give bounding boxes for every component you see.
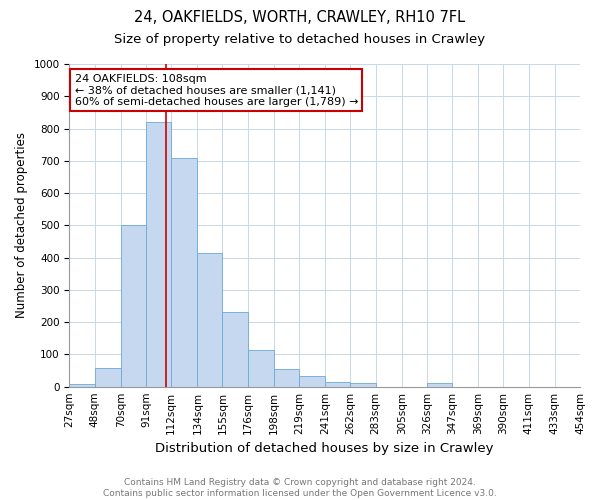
Bar [121, 226, 146, 386]
Bar [325, 382, 350, 386]
Bar [146, 122, 171, 386]
Text: Size of property relative to detached houses in Crawley: Size of property relative to detached ho… [115, 32, 485, 46]
Y-axis label: Number of detached properties: Number of detached properties [15, 132, 28, 318]
Bar [248, 350, 274, 387]
Bar [95, 368, 121, 386]
Bar [70, 384, 95, 386]
Bar [223, 312, 248, 386]
Text: Contains HM Land Registry data © Crown copyright and database right 2024.
Contai: Contains HM Land Registry data © Crown c… [103, 478, 497, 498]
Bar [350, 383, 376, 386]
Bar [274, 369, 299, 386]
Bar [299, 376, 325, 386]
Bar [171, 158, 197, 386]
Text: 24 OAKFIELDS: 108sqm
← 38% of detached houses are smaller (1,141)
60% of semi-de: 24 OAKFIELDS: 108sqm ← 38% of detached h… [74, 74, 358, 107]
Text: 24, OAKFIELDS, WORTH, CRAWLEY, RH10 7FL: 24, OAKFIELDS, WORTH, CRAWLEY, RH10 7FL [134, 10, 466, 25]
Bar [427, 383, 452, 386]
Bar [197, 253, 223, 386]
X-axis label: Distribution of detached houses by size in Crawley: Distribution of detached houses by size … [155, 442, 494, 455]
